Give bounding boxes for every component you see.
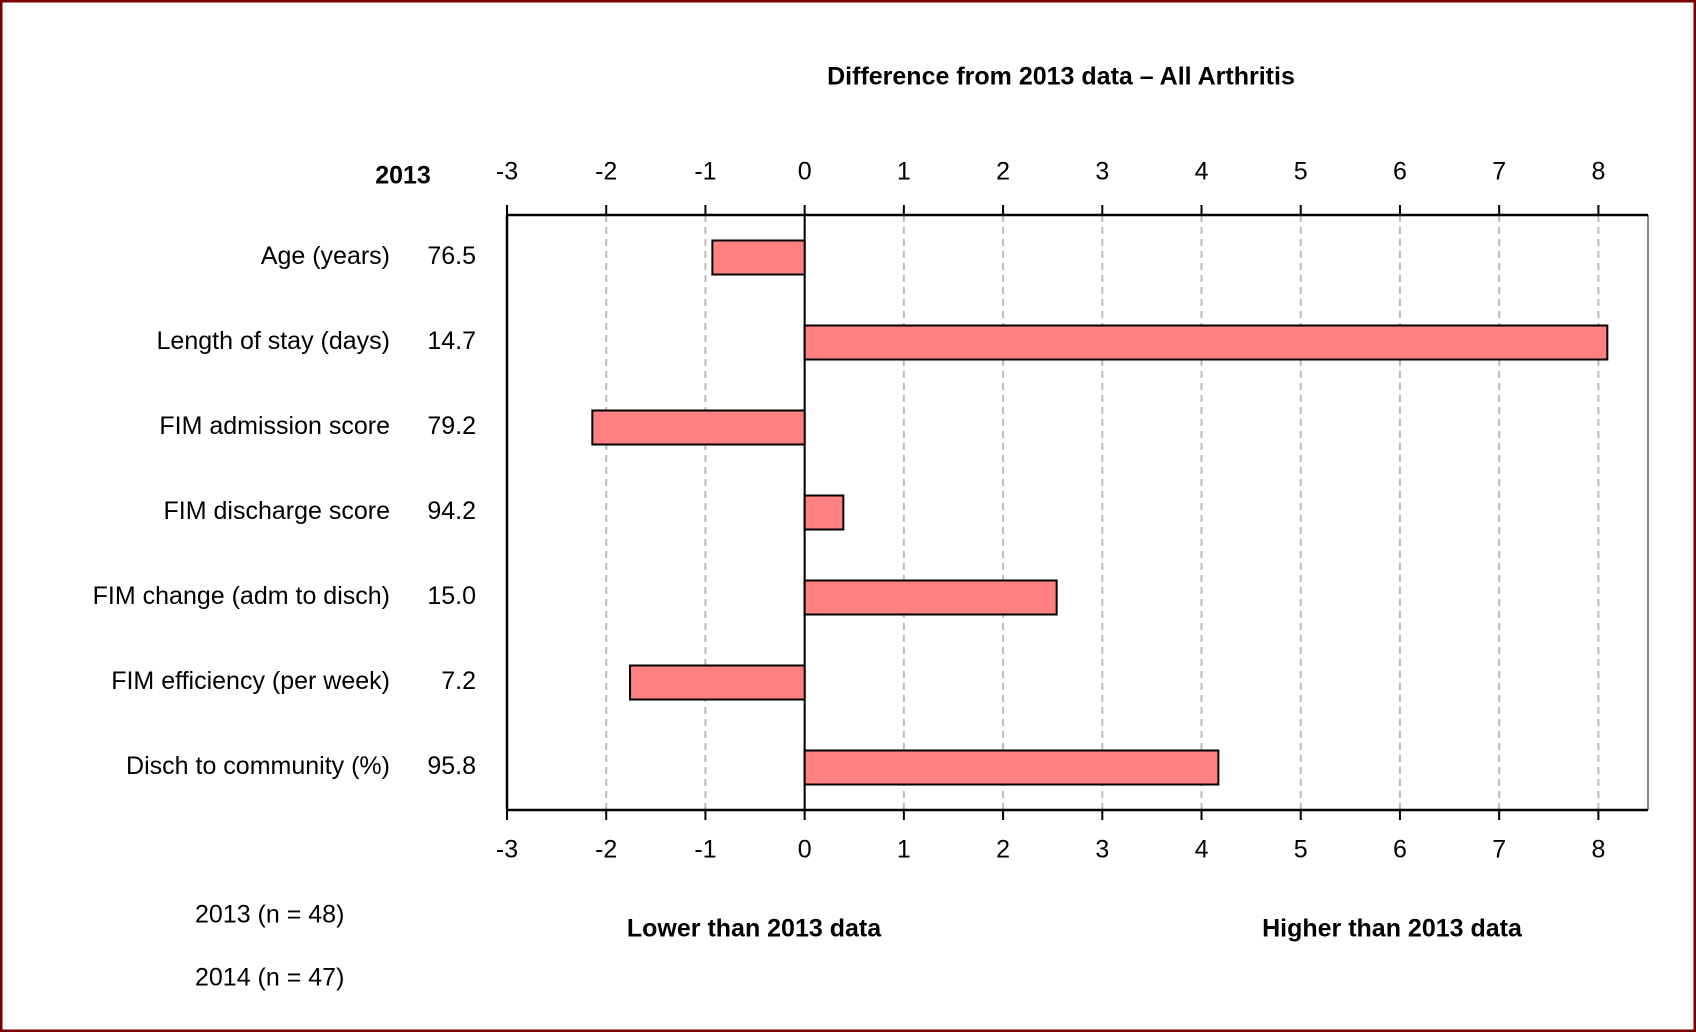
baseline-value: 94.2 bbox=[427, 497, 476, 525]
x-tick-label: -2 bbox=[595, 836, 617, 864]
x-tick-label: 7 bbox=[1492, 836, 1506, 864]
x-tick-label: 4 bbox=[1195, 158, 1209, 186]
x-tick-label: 2 bbox=[996, 158, 1010, 186]
x-tick-label: 4 bbox=[1195, 836, 1209, 864]
x-tick-label: -2 bbox=[595, 158, 617, 186]
x-tick-label: 6 bbox=[1393, 836, 1407, 864]
x-tick-label: 5 bbox=[1294, 158, 1308, 186]
baseline-value: 14.7 bbox=[427, 327, 476, 355]
bar bbox=[591, 409, 806, 446]
x-tick-label: 3 bbox=[1095, 158, 1109, 186]
baseline-value: 95.8 bbox=[427, 752, 476, 780]
x-tick-label: 1 bbox=[897, 836, 911, 864]
category-label: FIM admission score bbox=[159, 412, 390, 440]
bar bbox=[803, 749, 1220, 786]
bar bbox=[803, 494, 845, 531]
x-tick-label: -1 bbox=[694, 158, 716, 186]
x-tick-label: -3 bbox=[496, 836, 518, 864]
baseline-value: 79.2 bbox=[427, 412, 476, 440]
category-label: Disch to community (%) bbox=[126, 752, 390, 780]
category-label: FIM discharge score bbox=[164, 497, 390, 525]
x-tick-label: 0 bbox=[798, 836, 812, 864]
x-tick-label: 8 bbox=[1591, 836, 1605, 864]
category-label: FIM efficiency (per week) bbox=[111, 667, 390, 695]
x-tick-label: -1 bbox=[694, 836, 716, 864]
baseline-value: 15.0 bbox=[427, 582, 476, 610]
x-tick-label: 5 bbox=[1294, 836, 1308, 864]
x-tick-label: -3 bbox=[496, 158, 518, 186]
category-label: FIM change (adm to disch) bbox=[93, 582, 390, 610]
chart-title: Difference from 2013 data – All Arthriti… bbox=[827, 63, 1295, 91]
lower-label: Lower than 2013 data bbox=[627, 915, 882, 943]
x-tick-label: 2 bbox=[996, 836, 1010, 864]
baseline-value: 7.2 bbox=[441, 667, 476, 695]
baseline-value: 76.5 bbox=[427, 242, 476, 270]
bar bbox=[803, 579, 1058, 616]
baseline-header: 2013 bbox=[375, 162, 431, 190]
category-label: Length of stay (days) bbox=[157, 327, 390, 355]
bar bbox=[803, 324, 1609, 361]
x-tick-label: 1 bbox=[897, 158, 911, 186]
category-label: Age (years) bbox=[261, 242, 390, 270]
note: 2013 (n = 48) bbox=[195, 901, 344, 929]
x-tick-label: 0 bbox=[798, 158, 812, 186]
x-tick-label: 3 bbox=[1095, 836, 1109, 864]
x-tick-label: 7 bbox=[1492, 158, 1506, 186]
higher-label: Higher than 2013 data bbox=[1262, 915, 1523, 943]
x-tick-label: 6 bbox=[1393, 158, 1407, 186]
note: 2014 (n = 47) bbox=[195, 964, 344, 992]
x-tick-label: 8 bbox=[1591, 158, 1605, 186]
bar bbox=[629, 664, 806, 701]
bar bbox=[711, 239, 806, 276]
